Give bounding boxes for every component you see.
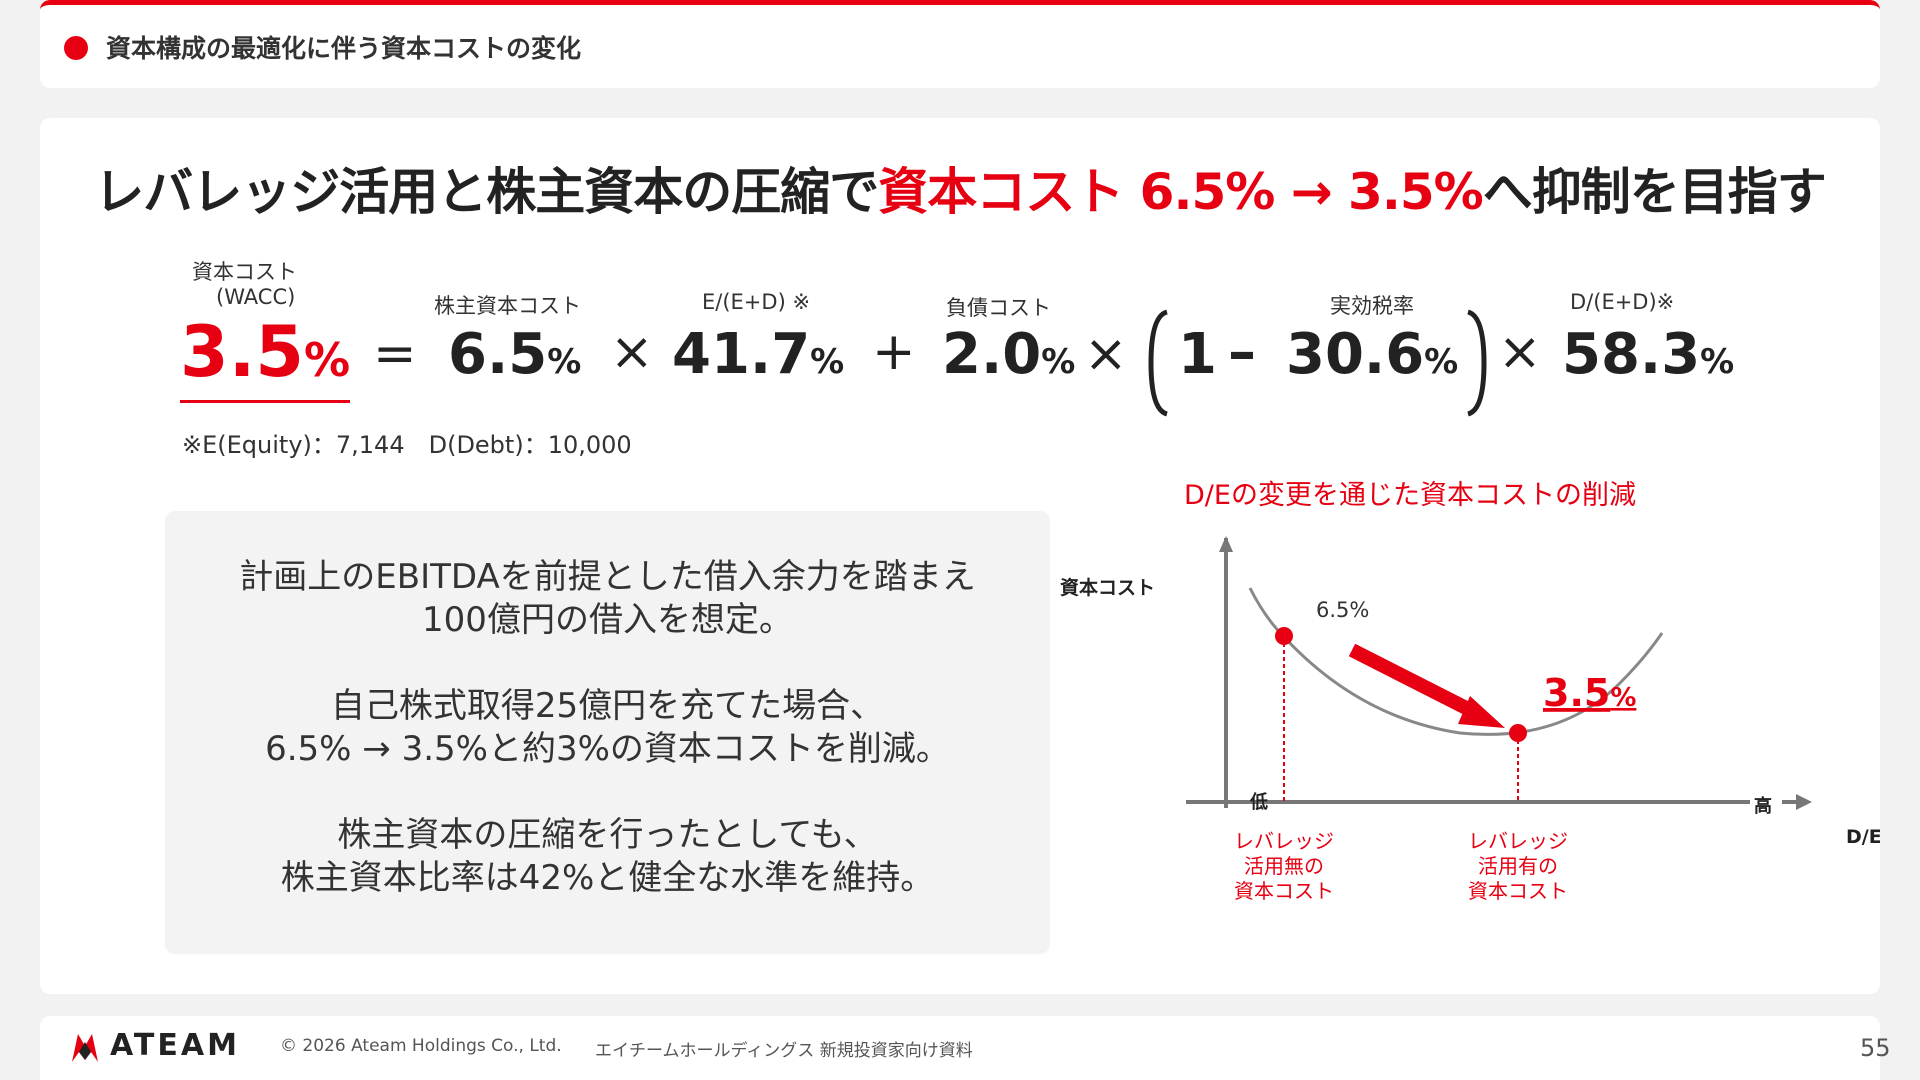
headline-part3: へ抑制を目指す (1482, 163, 1827, 221)
cost-curve-chart: 資本コスト 6.5% 3.5% 低 高 D/E レバレッジ 活用無の 資本コスト… (1060, 536, 1880, 903)
footer: ATEAM © 2026 Ateam Holdings Co., Ltd. エイ… (40, 1016, 1891, 1080)
x-axis-arrow-icon (1796, 794, 1812, 810)
headline-part1: レバレッジ活用と株主資本の圧縮で (94, 163, 879, 221)
equity-ratio-value: 41.7% (672, 322, 845, 387)
minus-sign: – (1228, 320, 1256, 385)
times-sign-2: × (1084, 324, 1128, 384)
x-axis-high-label: 高 (1754, 795, 1772, 817)
wacc-value: 3.5% (180, 312, 351, 403)
left-paren-icon (1148, 309, 1168, 417)
after-label-line-1: レバレッジ (1468, 829, 1568, 853)
tax-one: 1 (1178, 322, 1217, 387)
headline-highlight: 資本コスト 6.5% → 3.5% (878, 163, 1483, 221)
text-line-5: 株主資本の圧縮を行ったとしても、 (337, 815, 878, 855)
wacc-sub-label: (WACC) (216, 285, 296, 309)
debt-ratio-label: D/(E+D)※ (1570, 290, 1675, 314)
headline: レバレッジ活用と株主資本の圧縮で資本コスト 6.5% → 3.5%へ抑制を目指す (40, 152, 1880, 224)
debt-cost-value: 2.0% (942, 322, 1076, 387)
right-paren-icon (1467, 309, 1487, 417)
material-title: エイチームホールディングス 新規投資家向け資料 (595, 1041, 973, 1061)
plus-sign: + (872, 322, 916, 382)
section-title: 資本構成の最適化に伴う資本コストの変化 (106, 34, 582, 63)
bullet-dot-icon (64, 36, 88, 60)
point-before (1275, 627, 1293, 645)
y-axis-label: 資本コスト (1060, 576, 1155, 599)
point-before-label: 6.5% (1316, 598, 1369, 622)
main-card: レバレッジ活用と株主資本の圧縮で資本コスト 6.5% → 3.5%へ抑制を目指す… (40, 118, 1880, 994)
equity-ratio-label: E/(E+D) ※ (702, 290, 811, 314)
before-label-line-1: レバレッジ (1234, 829, 1334, 853)
equity-cost-label: 株主資本コスト (434, 294, 581, 318)
section-header: 資本構成の最適化に伴う資本コストの変化 (40, 0, 1880, 88)
text-line-3: 自己株式取得25億円を充てた場合、 (330, 686, 885, 726)
y-axis-arrow-icon (1219, 536, 1233, 552)
debt-cost-label: 負債コスト (946, 296, 1051, 320)
after-label-line-3: 資本コスト (1468, 879, 1568, 903)
ateam-logo-text: ATEAM (110, 1028, 240, 1063)
equity-cost-value: 6.5% (448, 322, 582, 387)
tax-value: 30.6% (1286, 322, 1459, 387)
page-number: 55 (1860, 1034, 1891, 1062)
text-line-4: 6.5% → 3.5%と約3%の資本コストを削減。 (265, 729, 950, 769)
before-label-line-2: 活用無の (1244, 854, 1324, 878)
point-after-label: 3.5% (1543, 671, 1636, 715)
text-line-6: 株主資本比率は42%と健全な水準を維持。 (280, 858, 935, 898)
times-sign-3: × (1498, 322, 1542, 382)
before-label-line-3: 資本コスト (1234, 879, 1334, 903)
wacc-label: 資本コスト (192, 260, 297, 284)
formula-note: ※E(Equity)：7,144 D(Debt)：10,000 (182, 431, 632, 459)
ateam-logo-icon (72, 1034, 98, 1062)
times-sign: × (610, 322, 654, 382)
debt-ratio-value: 58.3% (1562, 322, 1735, 387)
text-line-1: 計画上のEBITDAを前提とした借入余力を踏まえ (239, 557, 976, 597)
x-axis-low-label: 低 (1249, 791, 1268, 813)
text-line-2: 100億円の借入を想定。 (422, 600, 793, 640)
after-label-line-2: 活用有の (1478, 854, 1558, 878)
point-after (1509, 724, 1527, 742)
x-axis-label: D/E (1846, 826, 1880, 848)
tax-label: 実効税率 (1330, 294, 1414, 318)
reduction-arrow-shaft (1348, 643, 1482, 721)
equals-sign: = (373, 324, 417, 384)
reduction-arrow-icon (1458, 696, 1505, 728)
copyright-text: © 2026 Ateam Holdings Co., Ltd. (280, 1036, 562, 1056)
chart-title: D/Eの変更を通じた資本コストの削減 (1184, 480, 1636, 511)
explanation-box: 計画上のEBITDAを前提とした借入余力を踏まえ 100億円の借入を想定。 自己… (165, 511, 1050, 954)
